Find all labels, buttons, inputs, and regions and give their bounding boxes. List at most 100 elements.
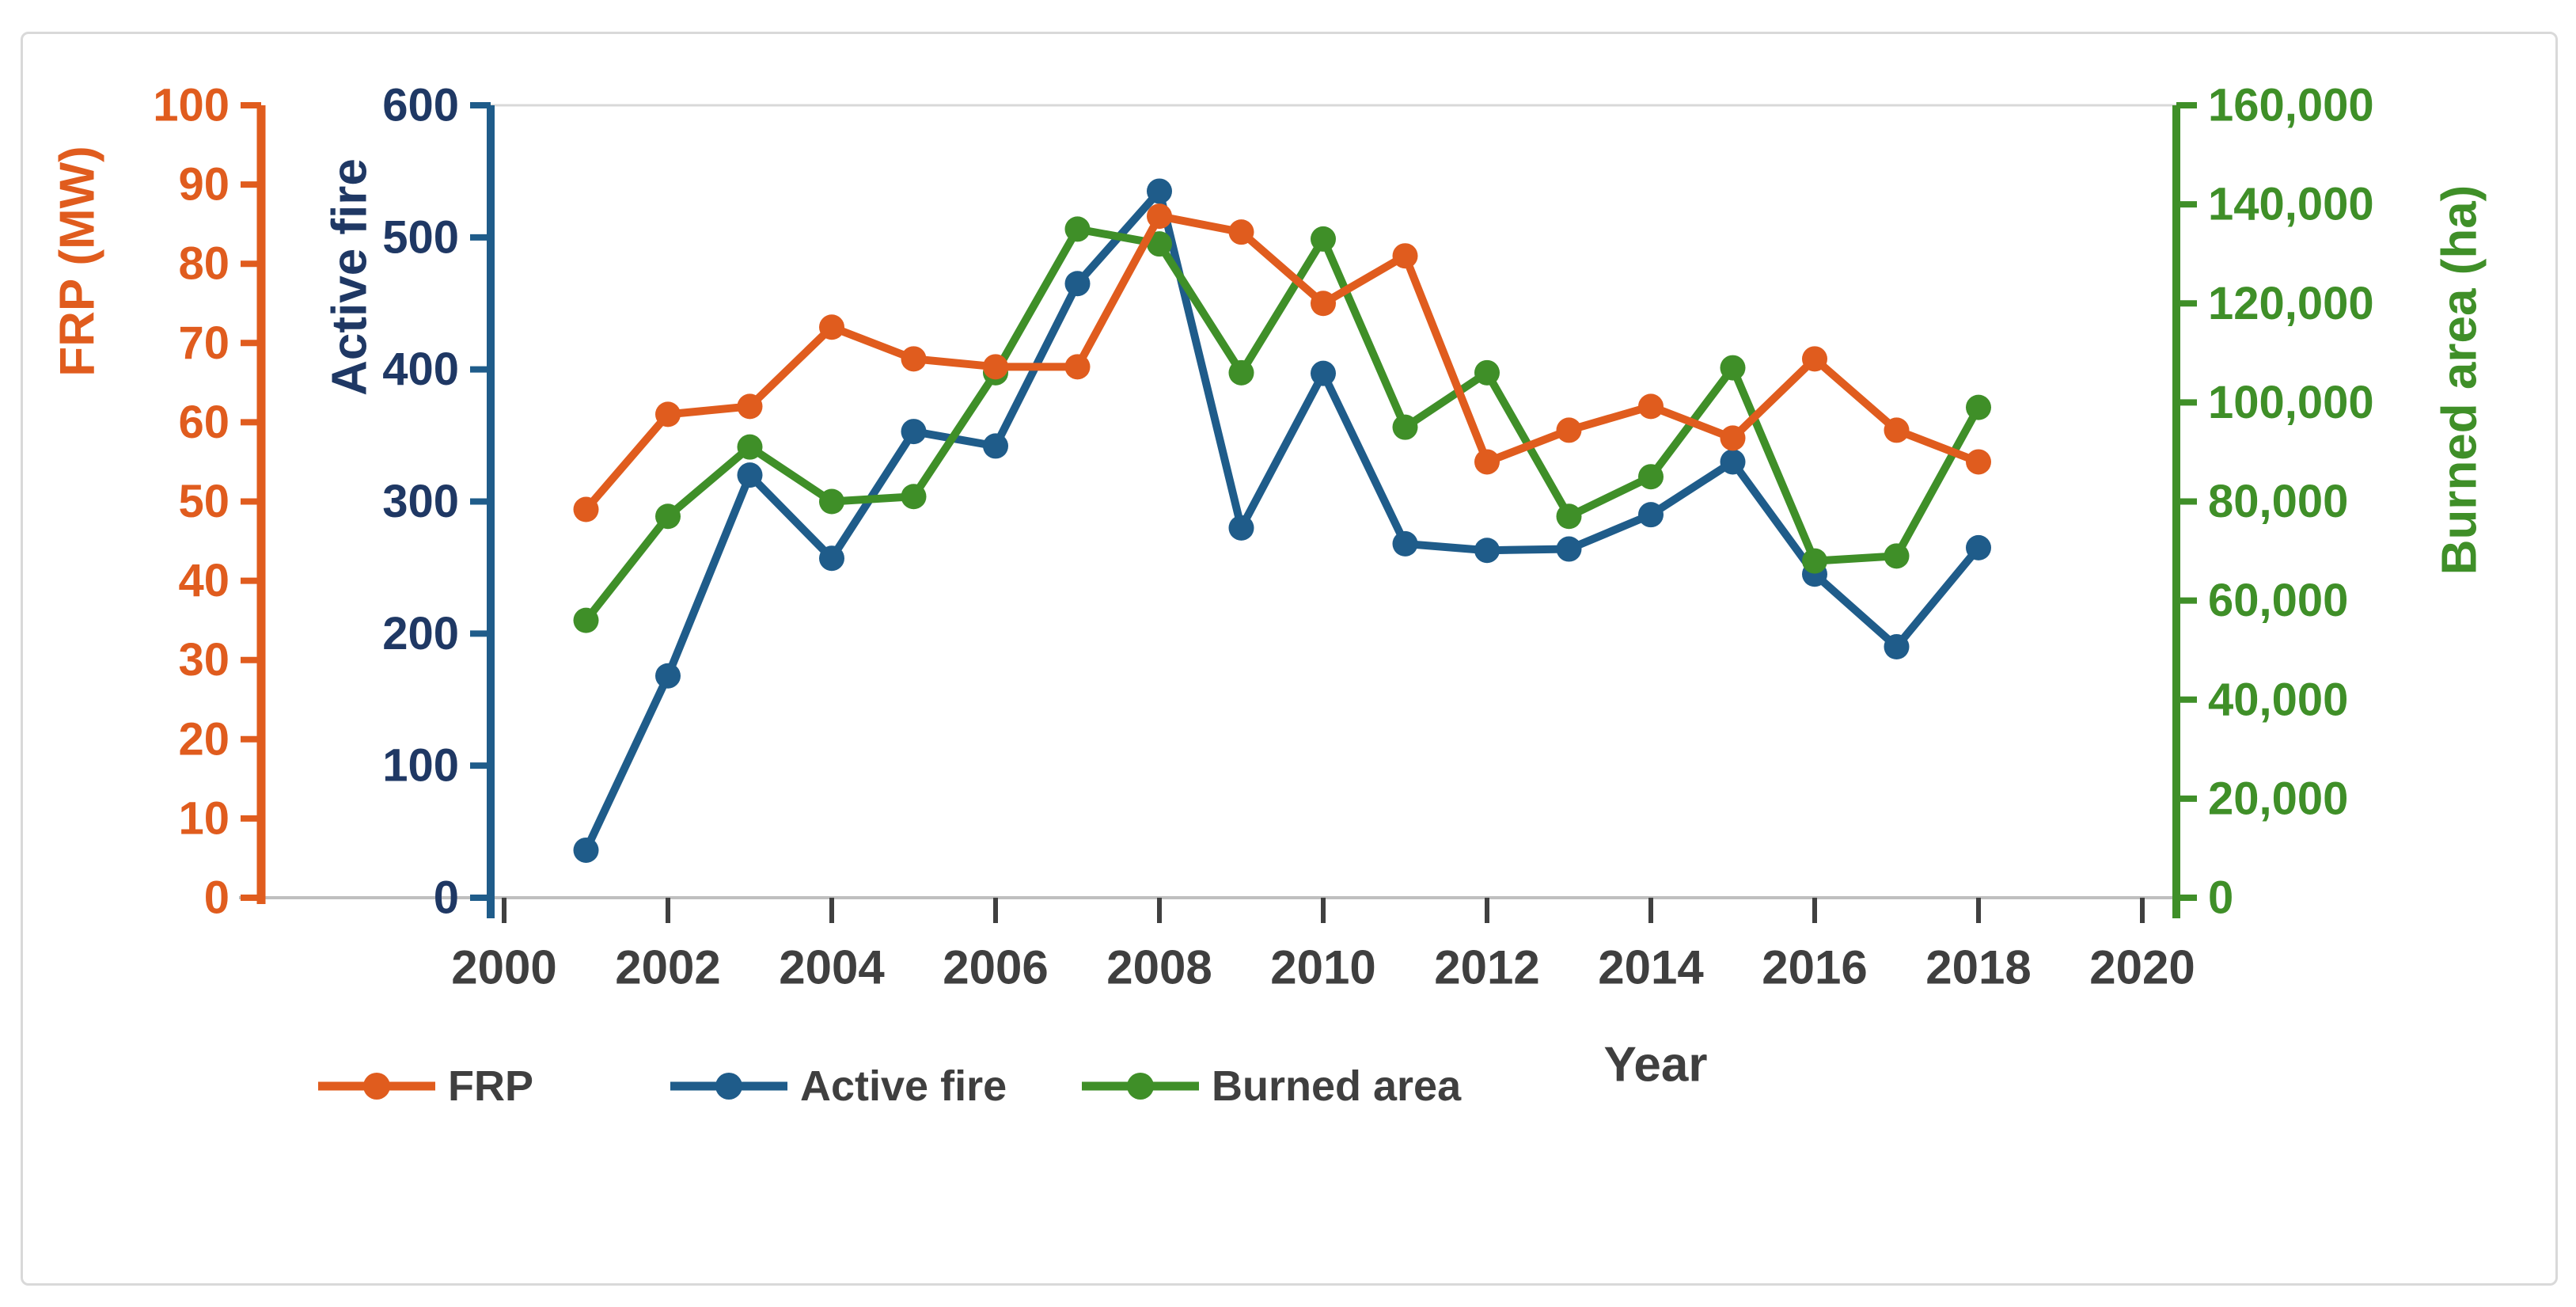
frp-data-point (983, 354, 1008, 380)
active-fire-data-point (1556, 536, 1582, 562)
legend-label-active-fire: Active fire (800, 1062, 1007, 1110)
burned-area-data-point (1311, 226, 1336, 252)
tick-label: 2002 (615, 941, 720, 994)
tick-label: 600 (382, 80, 459, 131)
active-fire-data-point (901, 419, 927, 445)
burned-area-axis-title: Burned area (ha) (2432, 184, 2487, 576)
tick-label: 0 (2208, 872, 2233, 924)
tick-label: 0 (204, 872, 230, 924)
active-fire-data-point (1884, 634, 1910, 660)
active-fire-legend-marker-icon (670, 1073, 787, 1100)
burned-area-data-point (1556, 503, 1582, 530)
frp-data-point (1966, 449, 1991, 475)
active-fire-data-point (1064, 271, 1091, 297)
frp-data-point (901, 346, 927, 372)
tick-label: 100,000 (2208, 377, 2374, 428)
tick-label: 80 (178, 238, 230, 290)
tick-label: 40 (178, 555, 230, 606)
legend-item-frp: FRP (317, 1062, 533, 1110)
frp-axis-title: FRP (MW) (50, 146, 105, 377)
active-fire-data-point (1392, 530, 1418, 557)
burned-area-data-point (1392, 414, 1418, 440)
frp-data-point (819, 314, 844, 340)
tick-label: 2016 (1762, 941, 1867, 994)
frp-data-point (1638, 393, 1664, 420)
burned-area-data-point (1228, 359, 1254, 386)
frp-data-point (1884, 417, 1910, 443)
frp-data-point (1556, 417, 1582, 443)
frp-data-point (1228, 219, 1254, 245)
frp-data-point (655, 401, 681, 427)
tick-label: 10 (178, 792, 230, 844)
burned-area-data-point (1966, 394, 1991, 420)
burned-area-data-point (1474, 359, 1500, 386)
active-fire-data-point (655, 663, 681, 689)
tick-label: 90 (178, 159, 230, 211)
tick-label: 200 (382, 608, 459, 659)
tick-label: 20 (178, 713, 230, 765)
figure-border (21, 32, 2558, 1286)
tick-label: 0 (434, 872, 459, 924)
burned-area-data-point (1802, 548, 1827, 574)
burned-area-data-point (573, 607, 599, 633)
legend-item-burned-area: Burned area (1080, 1062, 1461, 1110)
tick-label: 60 (178, 397, 230, 448)
tick-label: 500 (382, 211, 459, 263)
tick-label: 2020 (2089, 941, 2195, 994)
tick-label: 80,000 (2208, 476, 2348, 527)
frp-data-point (1311, 291, 1336, 317)
active-fire-data-point (1147, 178, 1172, 204)
active-fire-data-point (819, 545, 844, 572)
burned-area-data-point (819, 488, 844, 515)
burned-area-data-point (901, 484, 927, 510)
frp-legend-marker-icon (318, 1073, 435, 1100)
tick-label: 400 (382, 344, 459, 395)
tick-label: 2018 (1925, 941, 2031, 994)
tick-label: 2014 (1598, 941, 1704, 994)
burned-area-data-point (1884, 543, 1910, 569)
legend-label-burned-area: Burned area (1212, 1062, 1462, 1110)
tick-label: 100 (382, 740, 459, 792)
tick-label: 140,000 (2208, 179, 2374, 230)
active-fire-data-point (1966, 534, 1991, 560)
tick-label: 2000 (451, 941, 556, 994)
active-fire-data-point (1720, 449, 1746, 475)
frp-data-point (1392, 243, 1418, 269)
active-fire-data-point (983, 433, 1008, 459)
tick-label: 2012 (1434, 941, 1539, 994)
x-axis-title: Year (1603, 1037, 1708, 1092)
active-fire-data-point (1228, 515, 1254, 541)
frp-data-point (1802, 346, 1827, 372)
active-fire-data-point (737, 462, 763, 488)
legend-label-frp: FRP (448, 1062, 533, 1110)
burned-area-data-point (1147, 231, 1172, 257)
tick-label: 160,000 (2208, 80, 2374, 131)
burned-area-data-point (1720, 355, 1746, 381)
frp-data-point (573, 496, 599, 522)
tick-label: 2004 (779, 941, 885, 994)
tick-label: 70 (178, 317, 230, 369)
tick-label: 50 (178, 476, 230, 527)
tick-label: 2008 (1106, 941, 1212, 994)
burned-area-data-point (1638, 464, 1664, 490)
tick-label: 20,000 (2208, 773, 2348, 824)
frp-data-point (1064, 354, 1091, 380)
tick-label: 60,000 (2208, 575, 2348, 626)
active-fire-data-point (1474, 538, 1500, 564)
active-fire-data-point (1311, 360, 1336, 386)
frp-data-point (1720, 425, 1746, 451)
active-fire-series-line (582, 187, 1982, 854)
tick-label: 120,000 (2208, 278, 2374, 329)
frp-data-point (1147, 203, 1172, 230)
tick-label: 100 (153, 80, 230, 131)
burned-area-data-point (1064, 216, 1091, 242)
tick-label: 30 (178, 634, 230, 686)
active-fire-data-point (1638, 502, 1664, 528)
active-fire-data-point (573, 837, 599, 863)
frp-data-point (1474, 449, 1500, 475)
legend-item-active-fire: Active fire (669, 1062, 1007, 1110)
burned-area-series-line (582, 225, 1982, 625)
frp-series-line (582, 212, 1982, 514)
tick-label: 40,000 (2208, 674, 2348, 725)
